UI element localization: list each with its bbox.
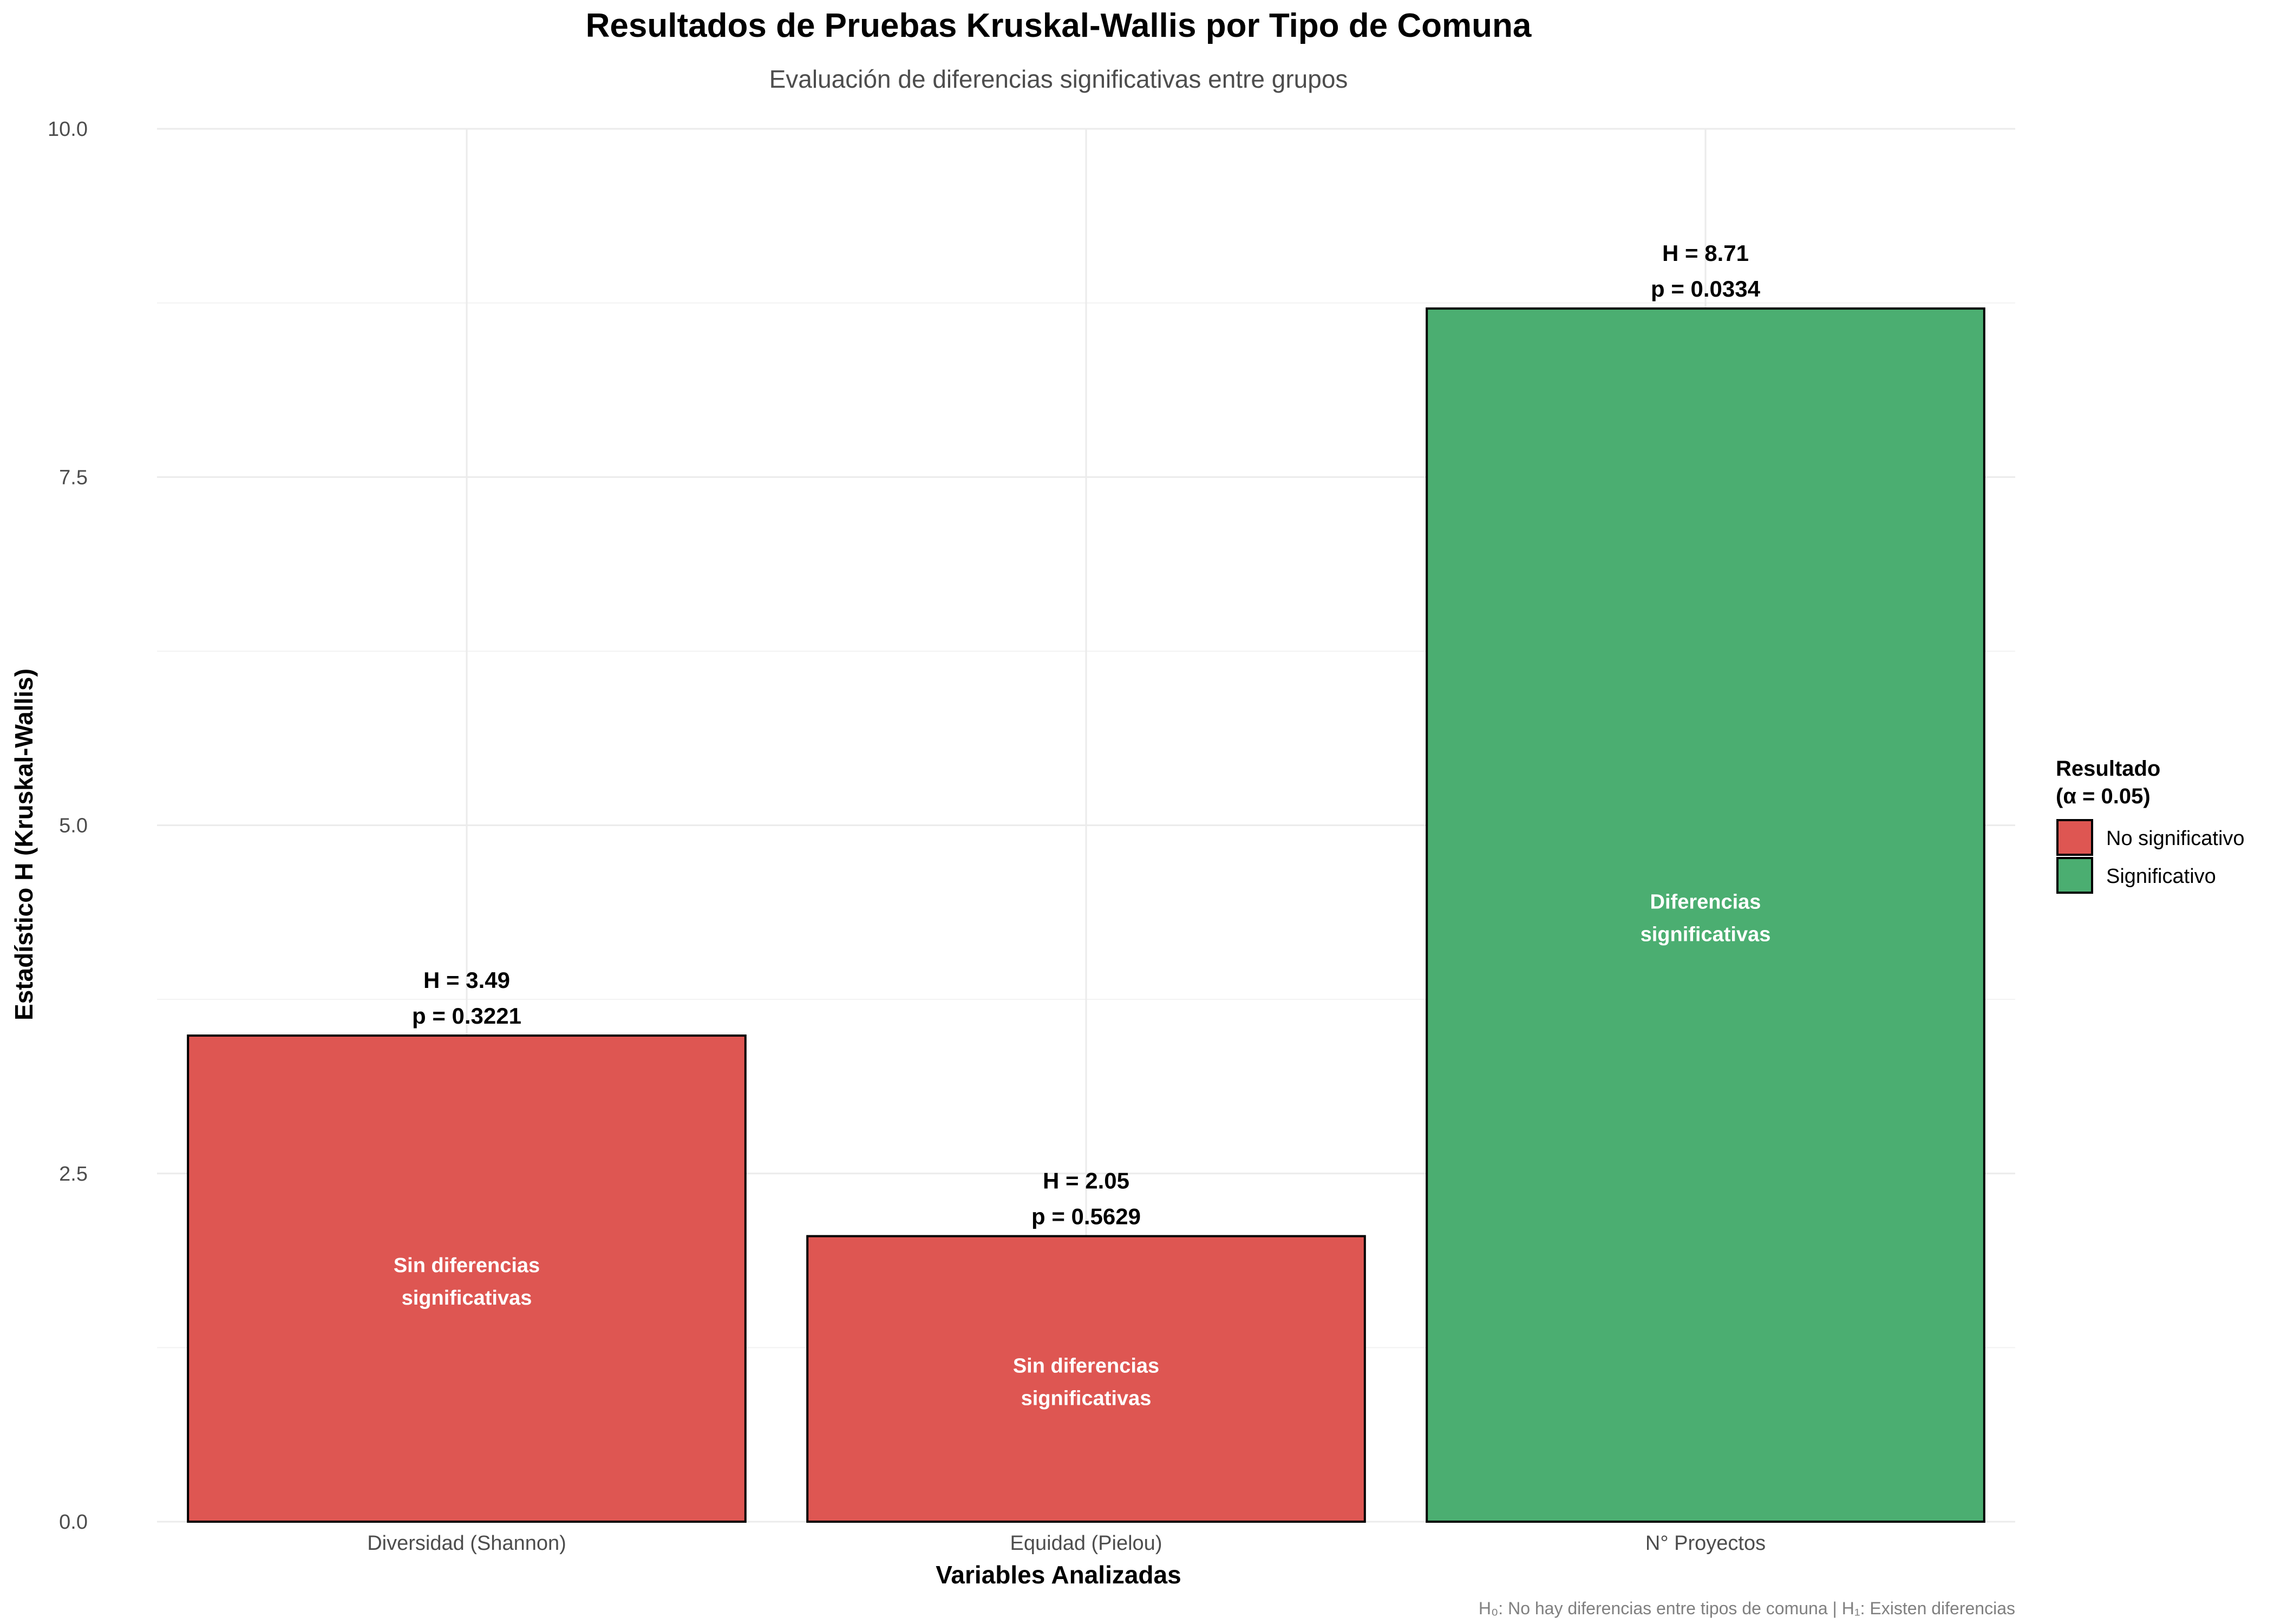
significance-label-line1: Sin diferencias	[394, 1254, 540, 1277]
legend-label-significativo: Significativo	[2106, 865, 2216, 888]
x-tick-label: N° Proyectos	[1645, 1532, 1766, 1555]
bars: H = 3.49 p = 0.3221 Sin diferencias signifi…	[187, 240, 1985, 1523]
y-tick-label: 7.5	[59, 466, 88, 489]
legend-title-line2: (α = 0.05)	[2056, 784, 2151, 808]
chart-subtitle: Evaluación de diferencias significativas…	[769, 65, 1348, 93]
y-tick-label: 10.0	[48, 118, 88, 141]
legend-swatch-no-significativo	[2056, 819, 2093, 856]
bar	[187, 1034, 747, 1523]
legend-swatch-significativo	[2056, 857, 2093, 894]
significance-label-line1: Sin diferencias	[1013, 1354, 1159, 1377]
y-axis-title: Estadístico H (Kruskal-Wallis)	[10, 669, 38, 1020]
significance-label-line2: significativas	[402, 1287, 532, 1309]
h-value-label: H = 8.71	[1662, 240, 1749, 266]
significance-label-line2: significativas	[1641, 923, 1771, 946]
h-value-label: H = 2.05	[1043, 1168, 1129, 1194]
chart-title: Resultados de Pruebas Kruskal-Wallis por…	[586, 7, 1532, 44]
p-value-label: p = 0.3221	[412, 1003, 521, 1029]
y-tick-label: 2.5	[59, 1163, 88, 1186]
x-axis-ticks: Diversidad (Shannon) Equidad (Pielou) N° P…	[367, 1532, 1766, 1555]
y-tick-label: 5.0	[59, 815, 88, 837]
legend: Resultado (α = 0.05) No significativo Si…	[2056, 757, 2245, 894]
legend-label-no-significativo: No significativo	[2106, 827, 2245, 850]
significance-label-line2: significativas	[1021, 1387, 1152, 1410]
significance-label-line1: Diferencias	[1650, 890, 1761, 913]
x-axis-title: Variables Analizadas	[936, 1561, 1181, 1589]
bar	[806, 1235, 1366, 1523]
y-axis-ticks: 0.0 2.5 5.0 7.5 10.0	[48, 118, 88, 1534]
legend-title-line1: Resultado	[2056, 757, 2160, 781]
h-value-label: H = 3.49	[423, 967, 510, 993]
chart-caption: H₀: No hay diferencias entre tipos de co…	[1479, 1599, 2015, 1618]
y-tick-label: 0.0	[59, 1511, 88, 1534]
x-tick-label: Diversidad (Shannon)	[367, 1532, 566, 1555]
bar	[1426, 307, 1985, 1523]
p-value-label: p = 0.0334	[1651, 276, 1761, 302]
p-value-label: p = 0.5629	[1031, 1204, 1141, 1229]
x-tick-label: Equidad (Pielou)	[1010, 1532, 1162, 1555]
